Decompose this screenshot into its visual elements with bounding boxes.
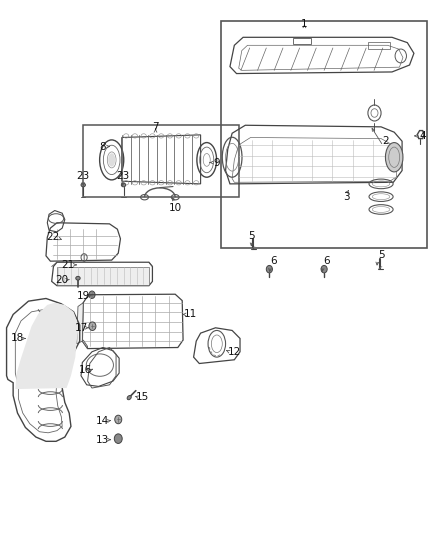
Polygon shape [77,303,83,344]
Text: 5: 5 [248,231,255,240]
Text: 11: 11 [184,310,197,319]
Circle shape [266,265,272,273]
Text: 23: 23 [77,171,90,181]
Text: 18: 18 [11,334,24,343]
Ellipse shape [121,183,126,187]
Bar [368,42,390,49]
Text: 15: 15 [136,392,149,402]
Text: 12: 12 [228,347,241,357]
Bar [83,125,239,197]
Ellipse shape [108,154,115,167]
Circle shape [89,291,95,298]
Text: 5: 5 [378,250,385,260]
Text: 21: 21 [61,260,74,270]
Text: 7: 7 [152,122,159,132]
Text: 13: 13 [96,435,110,445]
Text: 3: 3 [343,192,350,202]
Text: 10: 10 [169,203,182,213]
Ellipse shape [385,142,403,172]
Circle shape [115,415,122,424]
Bar [221,21,427,248]
Text: 23: 23 [116,171,129,181]
Text: 6: 6 [323,256,330,266]
Text: 16: 16 [79,366,92,375]
Text: 22: 22 [46,232,59,242]
Text: 19: 19 [77,291,90,301]
Bar [57,266,149,285]
Circle shape [114,434,122,443]
Circle shape [321,265,327,273]
Bar [293,38,311,44]
Circle shape [89,322,96,330]
Polygon shape [82,340,88,349]
Text: 4: 4 [419,131,426,141]
Text: 2: 2 [382,136,389,146]
Ellipse shape [81,183,85,187]
Text: 1: 1 [301,19,308,29]
Ellipse shape [127,395,131,400]
Text: 6: 6 [270,256,277,266]
Text: 8: 8 [99,142,106,151]
Polygon shape [15,303,79,389]
Ellipse shape [76,276,80,280]
Text: 20: 20 [55,275,68,285]
Text: 14: 14 [96,416,110,426]
Text: 17: 17 [74,323,88,333]
Text: 9: 9 [213,158,220,167]
